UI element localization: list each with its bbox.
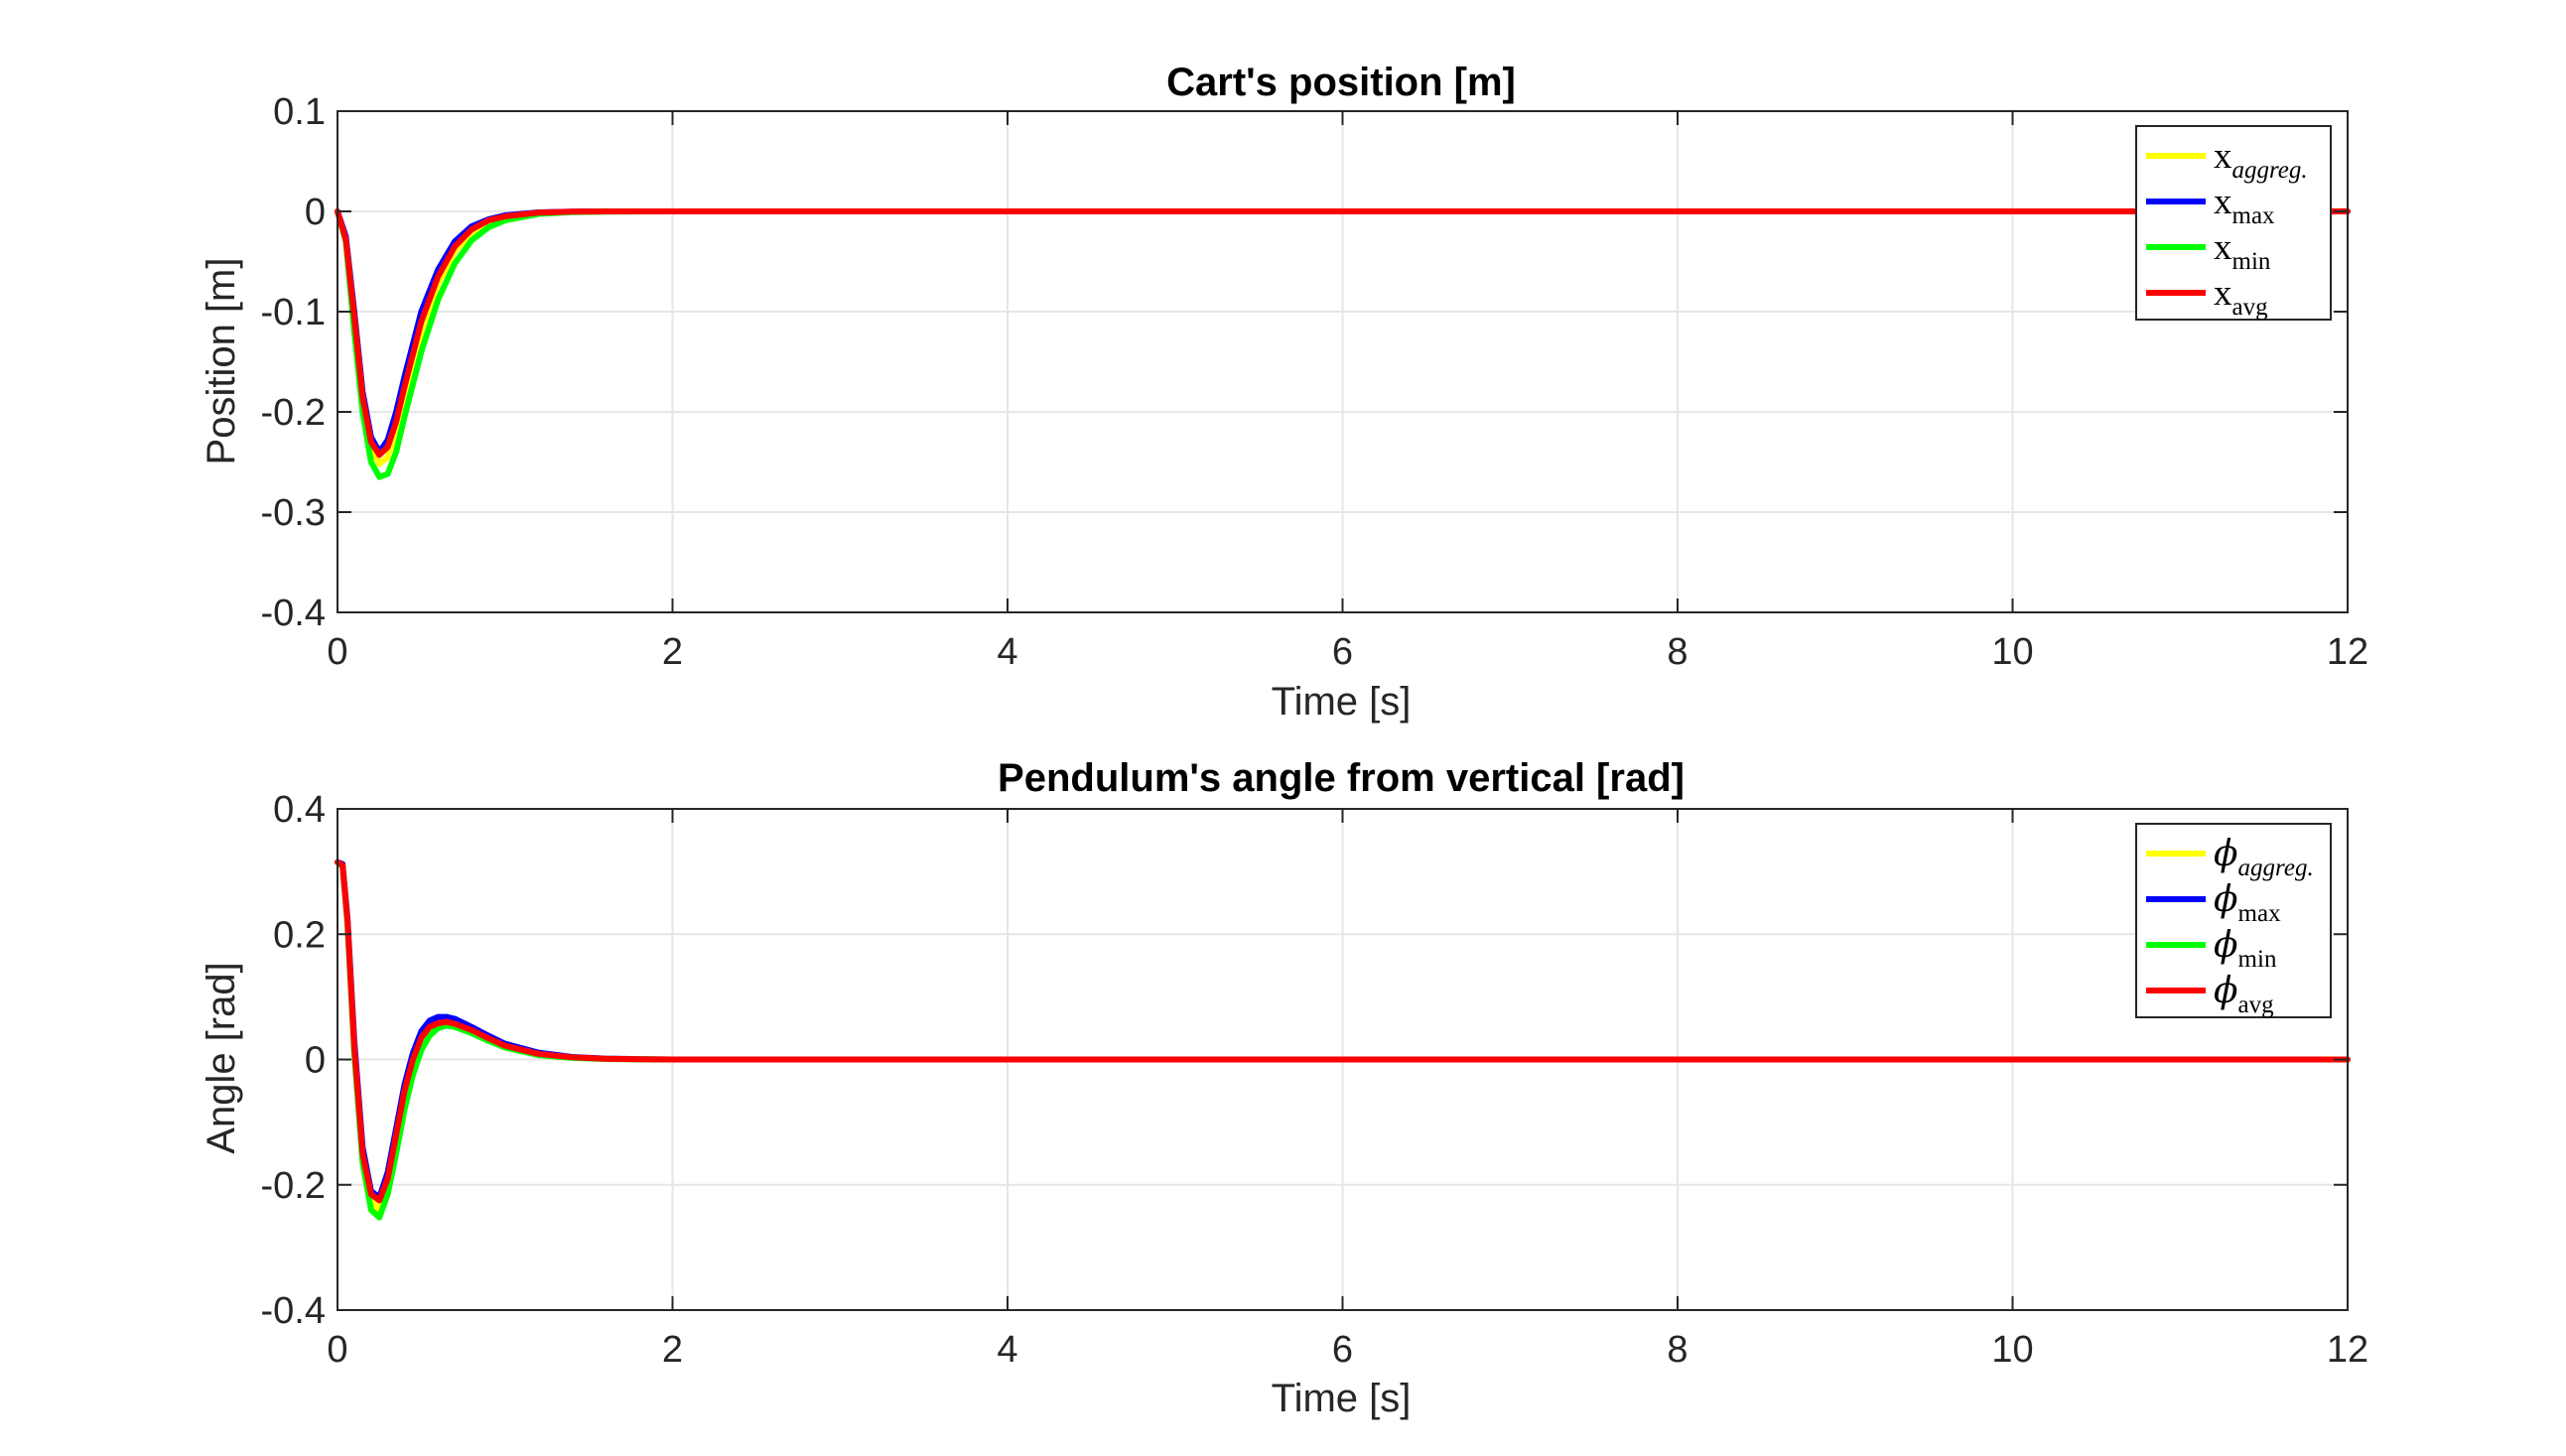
legend-entry: xavg bbox=[2214, 273, 2268, 321]
y-tick-label: -0.3 bbox=[261, 492, 326, 534]
x-tick-label: 0 bbox=[327, 631, 347, 673]
y-axis-label: Angle [rad] bbox=[200, 962, 243, 1153]
series-line-avg bbox=[335, 208, 2351, 459]
x-tick-label: 4 bbox=[997, 631, 1017, 673]
chart-pendulum-angle: Pendulum's angle from vertical [rad] Tim… bbox=[200, 756, 2368, 1420]
x-tick-label: 2 bbox=[662, 1329, 683, 1371]
x-tick-label: 8 bbox=[1667, 631, 1688, 673]
x-tick-label: 8 bbox=[1667, 1329, 1688, 1371]
y-tick-label: 0.2 bbox=[273, 914, 326, 956]
x-tick-label: 4 bbox=[997, 1329, 1017, 1371]
legend-entry: xmax bbox=[2214, 182, 2275, 229]
x-tick-label: 6 bbox=[1332, 631, 1353, 673]
x-tick-label: 10 bbox=[1991, 631, 2033, 673]
y-tick-label: -0.1 bbox=[261, 292, 326, 333]
chart-cart-position: Cart's position [m] Time [s] Position [m… bbox=[200, 61, 2368, 724]
x-axis-label: Time [s] bbox=[1272, 1377, 1412, 1420]
chart-title: Pendulum's angle from vertical [rad] bbox=[998, 756, 1685, 800]
y-tick-label: 0.1 bbox=[273, 91, 326, 133]
legend-entry: ϕavg bbox=[2214, 971, 2274, 1018]
y-tick-label: 0 bbox=[305, 1040, 326, 1082]
y-tick-label: -0.2 bbox=[261, 1165, 326, 1207]
series-line-avg bbox=[335, 859, 2351, 1204]
x-tick-label: 12 bbox=[2327, 631, 2368, 673]
legend-entry: ϕmax bbox=[2214, 879, 2281, 927]
legend-entry: ϕmin bbox=[2214, 925, 2277, 973]
y-tick-label: -0.4 bbox=[261, 593, 326, 634]
y-axis-label: Position [m] bbox=[200, 258, 243, 465]
y-tick-label: -0.4 bbox=[261, 1290, 326, 1332]
x-tick-label: 12 bbox=[2327, 1329, 2368, 1371]
legend-entry: xmin bbox=[2214, 227, 2271, 275]
x-tick-label: 10 bbox=[1991, 1329, 2033, 1371]
y-tick-label: 0 bbox=[305, 192, 326, 233]
chart-title: Cart's position [m] bbox=[1166, 61, 1516, 104]
x-tick-label: 2 bbox=[662, 631, 683, 673]
x-axis-label: Time [s] bbox=[1272, 680, 1412, 724]
plot-area: 0 2 4 6 8 10 12 0.4 0.2 0 -0.2 -0.4 bbox=[261, 789, 2369, 1371]
legend-entry: xaggreg. bbox=[2214, 136, 2308, 184]
plot-area: 0 2 4 6 8 10 12 0.1 0 -0.1 -0.2 -0.3 -0.4 bbox=[261, 91, 2369, 673]
x-tick-label: 6 bbox=[1332, 1329, 1353, 1371]
y-tick-label: -0.2 bbox=[261, 392, 326, 434]
legend-entry: ϕaggreg. bbox=[2214, 834, 2314, 881]
x-tick-label: 0 bbox=[327, 1329, 347, 1371]
y-tick-label: 0.4 bbox=[273, 789, 326, 831]
